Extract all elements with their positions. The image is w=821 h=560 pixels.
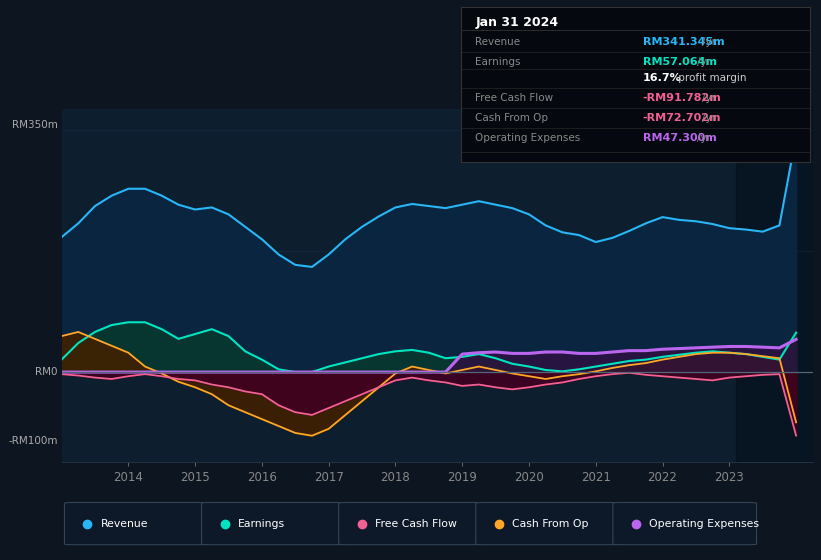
Text: /yr: /yr	[697, 133, 711, 143]
Text: RM341.345m: RM341.345m	[643, 37, 724, 46]
Text: RM350m: RM350m	[12, 120, 57, 130]
FancyBboxPatch shape	[64, 502, 208, 545]
Text: profit margin: profit margin	[675, 73, 746, 83]
FancyBboxPatch shape	[201, 502, 345, 545]
Text: RM47.300m: RM47.300m	[643, 133, 717, 143]
Text: Cash From Op: Cash From Op	[512, 519, 589, 529]
FancyBboxPatch shape	[612, 502, 757, 545]
Bar	[736, 109, 813, 462]
Text: Free Cash Flow: Free Cash Flow	[374, 519, 456, 529]
Text: Earnings: Earnings	[238, 519, 285, 529]
Text: Earnings: Earnings	[475, 57, 521, 67]
Text: /yr: /yr	[702, 113, 716, 123]
Text: Operating Expenses: Operating Expenses	[475, 133, 580, 143]
Text: Operating Expenses: Operating Expenses	[649, 519, 759, 529]
Text: -RM91.782m: -RM91.782m	[643, 93, 722, 103]
Text: 16.7%: 16.7%	[643, 73, 681, 83]
Text: Jan 31 2024: Jan 31 2024	[475, 16, 558, 29]
Text: -RM100m: -RM100m	[8, 436, 57, 446]
Text: /yr: /yr	[702, 37, 716, 46]
Text: Cash From Op: Cash From Op	[475, 113, 548, 123]
Text: Revenue: Revenue	[475, 37, 521, 46]
Text: RM57.064m: RM57.064m	[643, 57, 717, 67]
Text: /yr: /yr	[702, 93, 716, 103]
Text: -RM72.702m: -RM72.702m	[643, 113, 722, 123]
Text: RM0: RM0	[35, 367, 57, 377]
Text: Revenue: Revenue	[100, 519, 148, 529]
FancyBboxPatch shape	[338, 502, 482, 545]
Text: Free Cash Flow: Free Cash Flow	[475, 93, 553, 103]
FancyBboxPatch shape	[476, 502, 620, 545]
Text: /yr: /yr	[697, 57, 711, 67]
